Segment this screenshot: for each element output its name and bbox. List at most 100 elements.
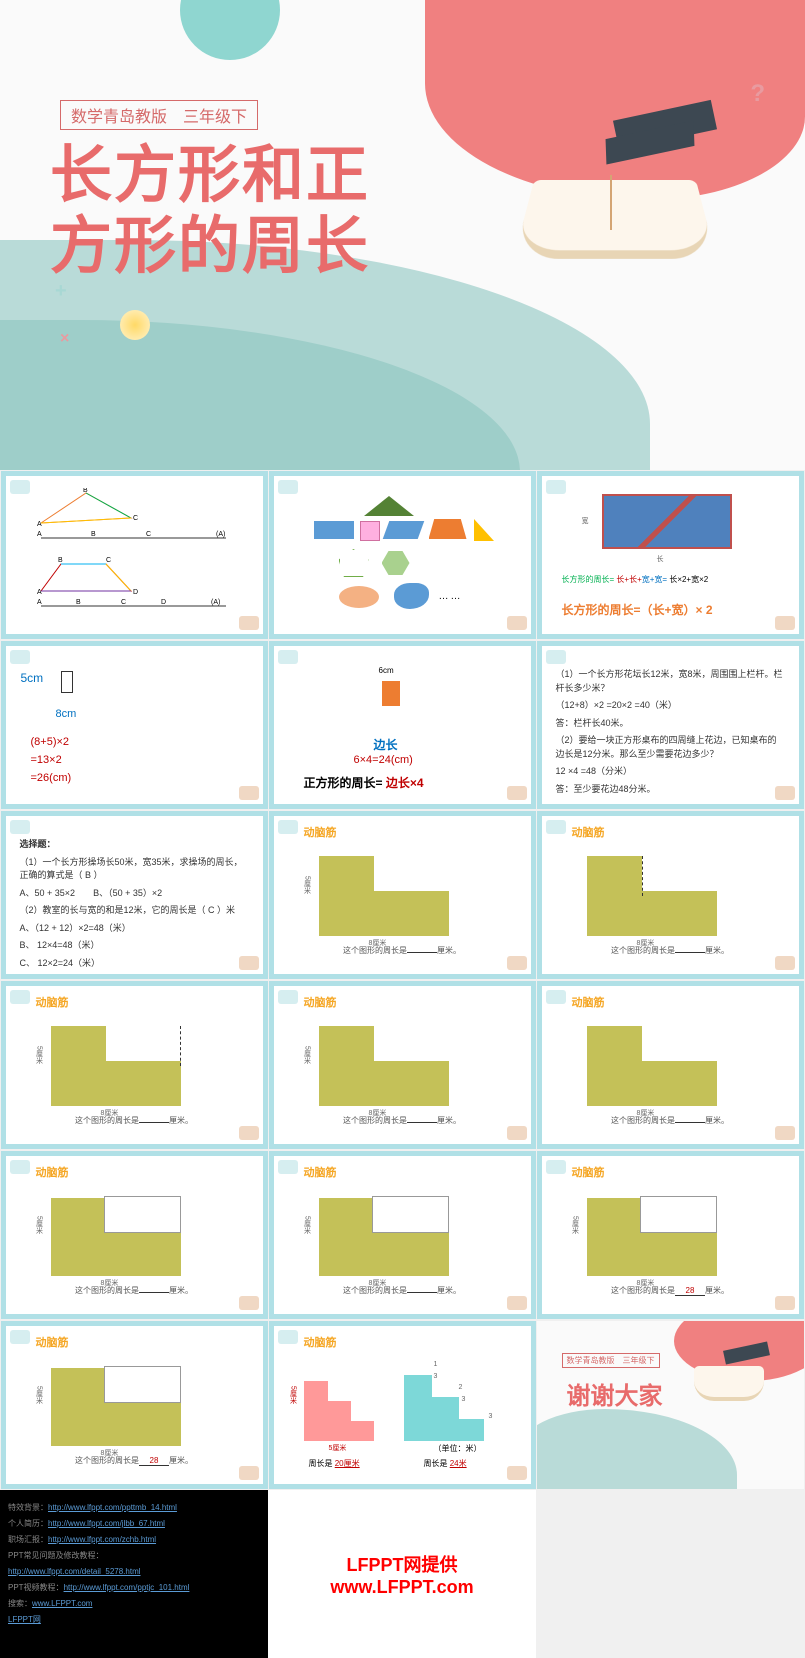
slide-badge-icon [10,1330,30,1344]
svg-text:(A): (A) [211,599,220,606]
footer-link-6: 搜索：www.LFPPT.comLFPPT网 [8,1596,260,1628]
svg-text:B: B [91,531,96,538]
caption: 这个图形的周长是厘米。 [274,1285,531,1296]
slide-rect-formula: 宽 长 长方形的周长= 长+长+宽+宽= 长×2+宽×2 长方形的周长=（长+宽… [537,471,804,639]
svg-text:D: D [133,589,138,596]
slide-badge-icon [10,480,30,494]
slide-shapes: …… [269,471,536,639]
svg-text:C: C [133,515,138,522]
brain-title: 动脑筋 [304,994,337,1010]
slide-foot-icon [775,616,795,630]
subtitle: 数学青岛教版 三年级下 [60,100,258,130]
question-2: （2）要给一块正方形桌布的四周缝上花边，已知桌布的边长是12分米。那么至少需要花… [556,734,785,761]
slide-brain-8: 动脑筋 5厘米 8厘米 这个图形的周长是28厘米。 [537,1151,804,1319]
slide-badge-icon [546,820,566,834]
svg-text:A: A [37,521,42,528]
svg-text:C: C [121,599,126,606]
brand-line-2: www.LFPPT.com [330,1577,473,1598]
slide-badge-icon [546,480,566,494]
rectangle-diagram [602,494,732,549]
slide-foot-icon [507,956,527,970]
link-4[interactable]: http://www.lfppt.com/detail_5278.html [8,1567,141,1576]
l-shape [319,856,449,936]
answer-1a: （12+8）×2 =20×2 =40（米） [556,699,785,713]
slide-badge-icon [278,650,298,664]
book-cap-icon [515,130,715,270]
stair-caption-left: 周长是 20厘米 [309,1458,360,1469]
brain-title: 动脑筋 [36,1334,69,1350]
slide-brain-6: 动脑筋 5厘米 8厘米 这个图形的周长是厘米。 [1,1151,268,1319]
trapezoid-orange-icon [429,519,467,539]
mc-title: 选择题： [20,838,249,852]
title-line-1: 长方形和正 [50,140,370,211]
width-label: 宽 [582,516,589,526]
l-shape [319,1026,449,1106]
num-3b: 3 [462,1396,466,1403]
ellipsis-text: …… [439,591,463,602]
main-title: 长方形和正 方形的周长 [50,140,370,283]
answer-2b: 答：至少要花边48分米。 [556,783,785,797]
caption: 这个图形的周长是厘米。 [274,945,531,956]
trapezoid-svg: ABCD ABCD(A) [31,556,231,611]
l-shape-completed [51,1366,181,1446]
calc-line-3: =26(cm) [31,772,72,784]
slide-foot-icon [507,1466,527,1480]
slide-square-formula: 6cm 边长 6×4=24(cm) 正方形的周长= 边长×4 [269,641,536,809]
triangle-svg: ABC ABC(A) [31,488,231,543]
link-3[interactable]: http://www.lfppt.com/zchb.html [48,1535,156,1544]
brain-title: 动脑筋 [36,1164,69,1180]
num-2: 2 [459,1384,463,1391]
svg-text:B: B [83,488,88,494]
question-1: （1）一个长方形花坛长12米，宽8米，周围围上栏杆。栏杆长多少米？ [556,668,785,695]
slide-foot-icon [239,956,259,970]
slide-badge-icon [10,990,30,1004]
dim-height: 5厘米 [34,1386,44,1404]
svg-text:A: A [37,589,42,596]
yellow-glow-icon [120,310,150,340]
link-1[interactable]: http://www.lfppt.com/ppttmb_14.html [48,1503,177,1512]
opt-2a: A、（12 + 12）×2=48（米） [20,922,249,936]
plus-icon: + [55,280,67,303]
link-6[interactable]: www.LFPPT.com [32,1599,92,1608]
question-icon: ? [750,80,765,108]
footer-row: 特效背景：http://www.lfppt.com/ppttmb_14.html… [0,1490,805,1658]
brand-line-1: LFPPT网提供 [347,1551,458,1577]
link-5[interactable]: http://www.lfppt.com/pptjc_101.html [64,1583,190,1592]
blob-icon [394,583,429,609]
slide-triangles: ABC ABC(A) ABCD ABCD(A) [1,471,268,639]
dim-height: 5厘米 [34,1216,44,1234]
svg-text:A: A [37,531,42,538]
dim-height: 5厘米 [570,1216,580,1234]
dim-6cm: 6cm [379,666,394,675]
hexagon-icon [382,551,410,575]
slide-foot-icon [507,1126,527,1140]
caption: 这个图形的周长是厘米。 [6,1115,263,1126]
dim-height: 5厘米 [34,1046,44,1064]
caption: 这个图形的周长是厘米。 [6,1285,263,1296]
slide-thanks: 数学青岛教版 三年级下 谢谢大家 [537,1321,804,1489]
l-shape [51,1026,181,1106]
pentagon-icon [339,549,369,577]
opt-1b: B、（50 + 35）×2 [93,888,162,898]
answer-2a: 12 ×4 =48（分米） [556,765,785,779]
slide-brain-9: 动脑筋 5厘米 8厘米 这个图形的周长是28厘米。 [1,1321,268,1489]
slide-foot-icon [239,1126,259,1140]
slide-badge-icon [278,990,298,1004]
slide-badge-icon [10,650,30,664]
stair-pink [304,1361,374,1441]
slide-foot-icon [775,1296,795,1310]
link-2[interactable]: http://www.lfppt.com/jlbb_67.html [48,1519,165,1528]
footer-link-3: 职场汇报：http://www.lfppt.com/zchb.html [8,1532,260,1548]
slide-calc-rect: 5cm 8cm (8+5)×2 =13×2 =26(cm) [1,641,268,809]
rectangle-blue-icon [314,521,354,539]
brain-title: 动脑筋 [304,1164,337,1180]
svg-text:B: B [58,557,63,564]
slide-foot-icon [775,956,795,970]
slide-badge-icon [546,990,566,1004]
answer-1b: 答：栏杆长40米。 [556,717,785,731]
triangle-yellow-icon [474,519,494,541]
mc-q2: （2）教室的长与宽的和是12米，它的周长是（ C ）米 [20,904,249,918]
l-shape-completed [587,1196,717,1276]
triangle-top: ABC ABC(A) [31,488,231,548]
slide-brain-7: 动脑筋 5厘米 8厘米 这个图形的周长是厘米。 [269,1151,536,1319]
